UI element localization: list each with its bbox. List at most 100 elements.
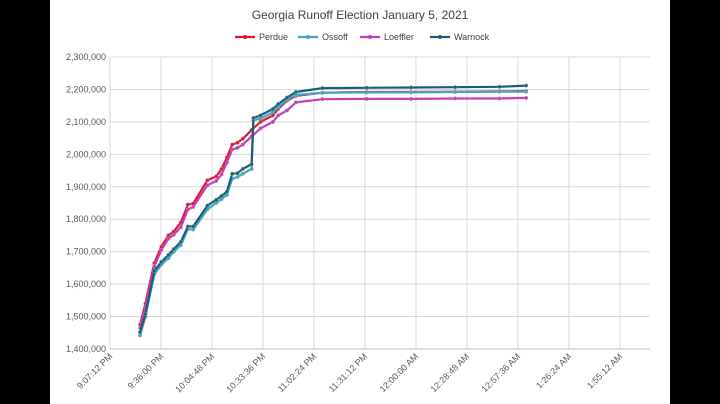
data-point-perdue: [230, 142, 235, 147]
series-line-loeffler: [139, 96, 527, 329]
data-point-loeffler: [214, 178, 219, 183]
legend-label-perdue: Perdue: [259, 32, 288, 42]
data-point-warnock: [240, 166, 245, 171]
y-tick-label: 1,700,000: [66, 247, 106, 257]
legend-label-loeffler: Loeffler: [384, 32, 414, 42]
data-point-loeffler: [320, 97, 325, 102]
y-tick-label: 2,000,000: [66, 149, 106, 159]
x-tick-label: 12:57:36 AM: [480, 351, 523, 394]
y-axis: 1,400,000 1,500,000 1,600,000 1,700,000 1,80…: [66, 52, 106, 354]
data-point-loeffler: [240, 142, 245, 147]
data-point-loeffler: [185, 207, 190, 212]
data-point-ossoff: [235, 174, 240, 179]
data-point-warnock: [235, 171, 240, 176]
data-point-ossoff: [497, 89, 502, 94]
data-point-ossoff: [320, 90, 325, 95]
data-point-loeffler: [524, 95, 529, 100]
data-point-loeffler: [364, 96, 369, 101]
data-point-loeffler: [191, 204, 196, 209]
data-point-warnock: [293, 89, 298, 94]
data-point-warnock: [284, 95, 289, 100]
y-tick-label: 1,500,000: [66, 312, 106, 322]
data-point-ossoff: [249, 166, 254, 171]
data-point-loeffler: [159, 247, 164, 252]
data-point-warnock: [497, 84, 502, 89]
data-point-warnock: [143, 312, 148, 317]
series-layer: [138, 83, 529, 338]
data-point-perdue: [205, 178, 210, 183]
x-tick-label: 12:00:00 AM: [378, 351, 421, 394]
data-point-warnock: [159, 260, 164, 265]
series-line-ossoff: [139, 90, 527, 336]
x-axis: 9:07:12 PM 9:36:00 PM 10:04:48 PM 10:33:36 …: [75, 348, 650, 395]
chart-title: Georgia Runoff Election January 5, 2021: [252, 8, 469, 22]
legend-label-ossoff: Ossoff: [322, 32, 348, 42]
data-point-warnock: [185, 224, 190, 229]
data-point-warnock: [276, 101, 281, 106]
x-tick-label: 11:02:24 PM: [276, 351, 319, 394]
data-point-warnock: [320, 86, 325, 91]
x-tick-label: 10:33:36 PM: [224, 351, 267, 394]
legend-marker-ossoff: [306, 35, 310, 39]
data-point-loeffler: [293, 100, 298, 105]
data-point-loeffler: [409, 96, 414, 101]
data-point-loeffler: [258, 126, 263, 131]
data-point-loeffler: [270, 119, 275, 124]
x-tick-label: 12:28:48 AM: [429, 351, 472, 394]
x-tick-label: 9:07:12 PM: [75, 351, 115, 391]
chart-frame: Georgia Runoff Election January 5, 2021 …: [50, 0, 670, 404]
data-point-ossoff: [453, 89, 458, 94]
data-point-loeffler: [235, 145, 240, 150]
data-point-perdue: [214, 174, 219, 179]
data-point-loeffler: [224, 160, 229, 165]
y-tick-label: 2,200,000: [66, 84, 106, 94]
series-line-perdue: [139, 90, 527, 325]
data-point-warnock: [219, 193, 224, 198]
y-tick-label: 1,600,000: [66, 279, 106, 289]
data-point-loeffler: [497, 96, 502, 101]
data-point-warnock: [409, 85, 414, 90]
data-point-warnock: [191, 224, 196, 229]
data-point-loeffler: [166, 236, 171, 241]
y-tick-label: 1,800,000: [66, 214, 106, 224]
data-point-ossoff: [524, 89, 529, 94]
x-tick-label: 10:04:48 PM: [173, 351, 216, 394]
data-point-warnock: [251, 115, 256, 120]
data-point-loeffler: [230, 147, 235, 152]
data-point-loeffler: [284, 108, 289, 113]
data-point-ossoff: [240, 171, 245, 176]
data-point-loeffler: [152, 264, 157, 269]
data-point-loeffler: [205, 183, 210, 188]
data-point-warnock: [453, 85, 458, 90]
x-tick-label: 1:55:12 AM: [585, 351, 624, 390]
data-point-perdue: [235, 140, 240, 145]
data-point-loeffler: [276, 113, 281, 118]
x-tick-label: 11:31:12 PM: [327, 351, 370, 394]
y-tick-label: 2,300,000: [66, 52, 106, 62]
data-point-perdue: [258, 119, 263, 124]
data-point-warnock: [270, 106, 275, 111]
data-point-warnock: [230, 171, 235, 176]
data-point-warnock: [171, 247, 176, 252]
x-tick-label: 9:36:00 PM: [126, 351, 166, 391]
data-point-perdue: [240, 136, 245, 141]
data-point-loeffler: [219, 172, 224, 177]
data-point-ossoff: [138, 333, 143, 338]
data-point-warnock: [214, 197, 219, 202]
data-point-loeffler: [178, 225, 183, 230]
data-point-warnock: [178, 239, 183, 244]
legend-marker-warnock: [438, 35, 442, 39]
data-point-ossoff: [364, 90, 369, 95]
data-point-perdue: [185, 202, 190, 207]
data-point-loeffler: [453, 96, 458, 101]
data-point-ossoff: [270, 110, 275, 115]
y-tick-label: 1,900,000: [66, 182, 106, 192]
data-point-warnock: [166, 252, 171, 257]
data-point-warnock: [249, 162, 254, 167]
legend: Perdue Ossoff Loeffler Warnock: [235, 32, 490, 42]
y-tick-label: 1,400,000: [66, 344, 106, 354]
legend-marker-loeffler: [368, 35, 372, 39]
data-point-warnock: [205, 203, 210, 208]
x-tick-label: 1:26:24 AM: [534, 351, 573, 390]
data-point-ossoff: [409, 90, 414, 95]
